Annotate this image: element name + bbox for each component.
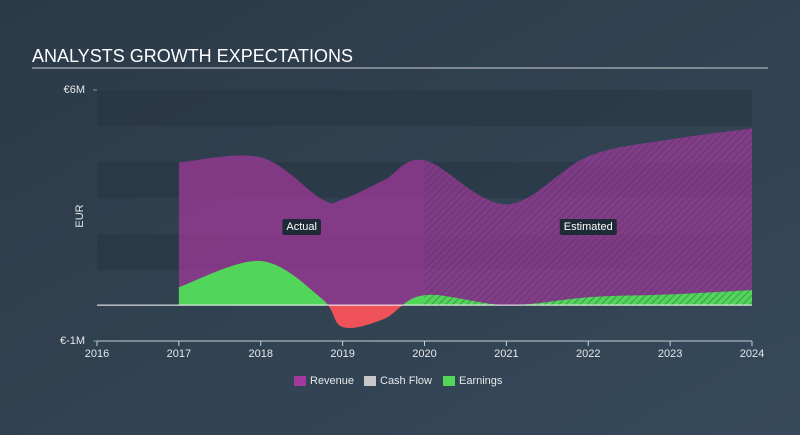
legend-label: Revenue bbox=[310, 375, 354, 387]
annotation-box bbox=[559, 219, 617, 235]
annotation: Estimated bbox=[564, 221, 613, 233]
x-tick-label: 2022 bbox=[576, 348, 600, 360]
y-tick-label: €-1M bbox=[60, 335, 85, 347]
x-tick-label: 2019 bbox=[330, 348, 354, 360]
plot bbox=[97, 128, 752, 328]
revenue-area-estimate bbox=[424, 128, 752, 306]
legend-label: Earnings bbox=[459, 375, 503, 387]
y-axis-label: EUR bbox=[74, 204, 86, 227]
x-tick-label: 2024 bbox=[740, 348, 764, 360]
x-tick-label: 2018 bbox=[249, 348, 273, 360]
earnings-area-estimate bbox=[424, 290, 752, 306]
x-tick-label: 2023 bbox=[658, 348, 682, 360]
y-tick-label: €6M bbox=[64, 84, 85, 96]
x-tick-label: 2016 bbox=[85, 348, 109, 360]
annotation: Actual bbox=[286, 221, 317, 233]
legend-label: Cash Flow bbox=[380, 375, 432, 387]
legend-swatch bbox=[294, 376, 306, 386]
x-tick-label: 2021 bbox=[494, 348, 518, 360]
legend-swatch bbox=[364, 376, 376, 386]
x-tick-label: 2017 bbox=[167, 348, 191, 360]
x-tick-label: 2020 bbox=[412, 348, 436, 360]
legend-swatch bbox=[443, 376, 455, 386]
chart-title: ANALYSTS GROWTH EXPECTATIONS bbox=[32, 46, 353, 66]
annotation-box bbox=[282, 219, 321, 235]
